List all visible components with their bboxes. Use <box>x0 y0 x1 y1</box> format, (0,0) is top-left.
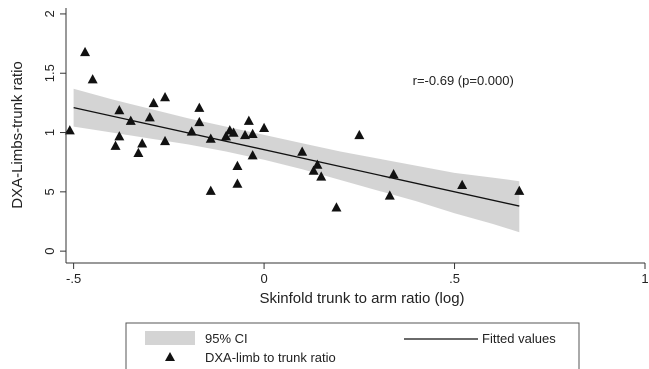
y-tick-label: 0 <box>42 248 57 255</box>
data-point <box>125 115 136 125</box>
data-point <box>186 126 197 136</box>
y-ticks: 0 5 1 1.5 2 <box>42 10 66 255</box>
y-axis-title: DXA-Limbs-trunk ratio <box>9 61 26 209</box>
legend-marker-label: DXA-limb to trunk ratio <box>205 350 336 365</box>
legend-marker-swatch <box>165 352 175 361</box>
data-point <box>114 105 125 115</box>
legend: 95% CI Fitted values DXA-limb to trunk r… <box>125 322 580 369</box>
data-point <box>457 179 468 189</box>
y-tick-label: 2 <box>42 10 57 17</box>
legend-box <box>125 322 580 369</box>
y-tick-label: 1.5 <box>42 64 57 82</box>
data-point <box>312 159 323 169</box>
data-point <box>331 202 342 212</box>
x-tick-label: 0 <box>260 271 267 286</box>
data-point <box>80 46 91 57</box>
data-point <box>87 74 98 84</box>
data-point <box>384 190 395 200</box>
data-point <box>220 131 231 141</box>
data-point <box>316 171 327 181</box>
data-point <box>114 131 125 141</box>
y-tick-label: 5 <box>42 188 57 195</box>
data-point <box>110 140 121 150</box>
correlation-annotation: r=-0.69 (p=0.000) <box>413 73 514 88</box>
legend-ci-swatch <box>145 331 195 345</box>
data-point <box>354 129 365 140</box>
data-point <box>247 128 258 138</box>
data-point <box>232 160 243 170</box>
data-point <box>259 122 270 133</box>
legend-ci-label: 95% CI <box>205 331 248 346</box>
ci-band <box>73 88 520 233</box>
x-ticks: -.5 0 .5 1 <box>66 263 649 286</box>
legend-fit-label: Fitted values <box>482 331 556 346</box>
data-point <box>243 115 254 125</box>
data-point <box>194 116 205 127</box>
data-point <box>137 138 148 148</box>
data-point <box>205 185 216 195</box>
x-tick-label: -.5 <box>66 271 81 286</box>
data-point <box>148 97 159 108</box>
y-tick-label: 1 <box>42 129 57 136</box>
data-point <box>247 150 258 160</box>
data-point <box>388 169 399 179</box>
plot-area <box>64 46 525 233</box>
data-points <box>64 46 525 212</box>
data-point <box>240 129 251 140</box>
data-point <box>228 127 239 137</box>
fitted-line <box>73 106 520 207</box>
data-point <box>160 91 171 102</box>
data-point <box>514 185 525 195</box>
data-point <box>133 147 144 157</box>
data-point <box>205 133 216 143</box>
x-tick-label: 1 <box>641 271 648 286</box>
data-point <box>232 178 243 188</box>
data-point <box>64 125 75 135</box>
data-point <box>194 102 205 112</box>
data-point <box>308 165 319 175</box>
axes: -.5 0 .5 1 0 5 1 1.5 2 <box>42 8 649 286</box>
data-point <box>144 112 155 122</box>
x-axis-title: Skinfold trunk to arm ratio (log) <box>259 290 464 307</box>
x-tick-label: .5 <box>449 271 460 286</box>
data-point <box>297 146 308 156</box>
data-point <box>160 135 171 146</box>
